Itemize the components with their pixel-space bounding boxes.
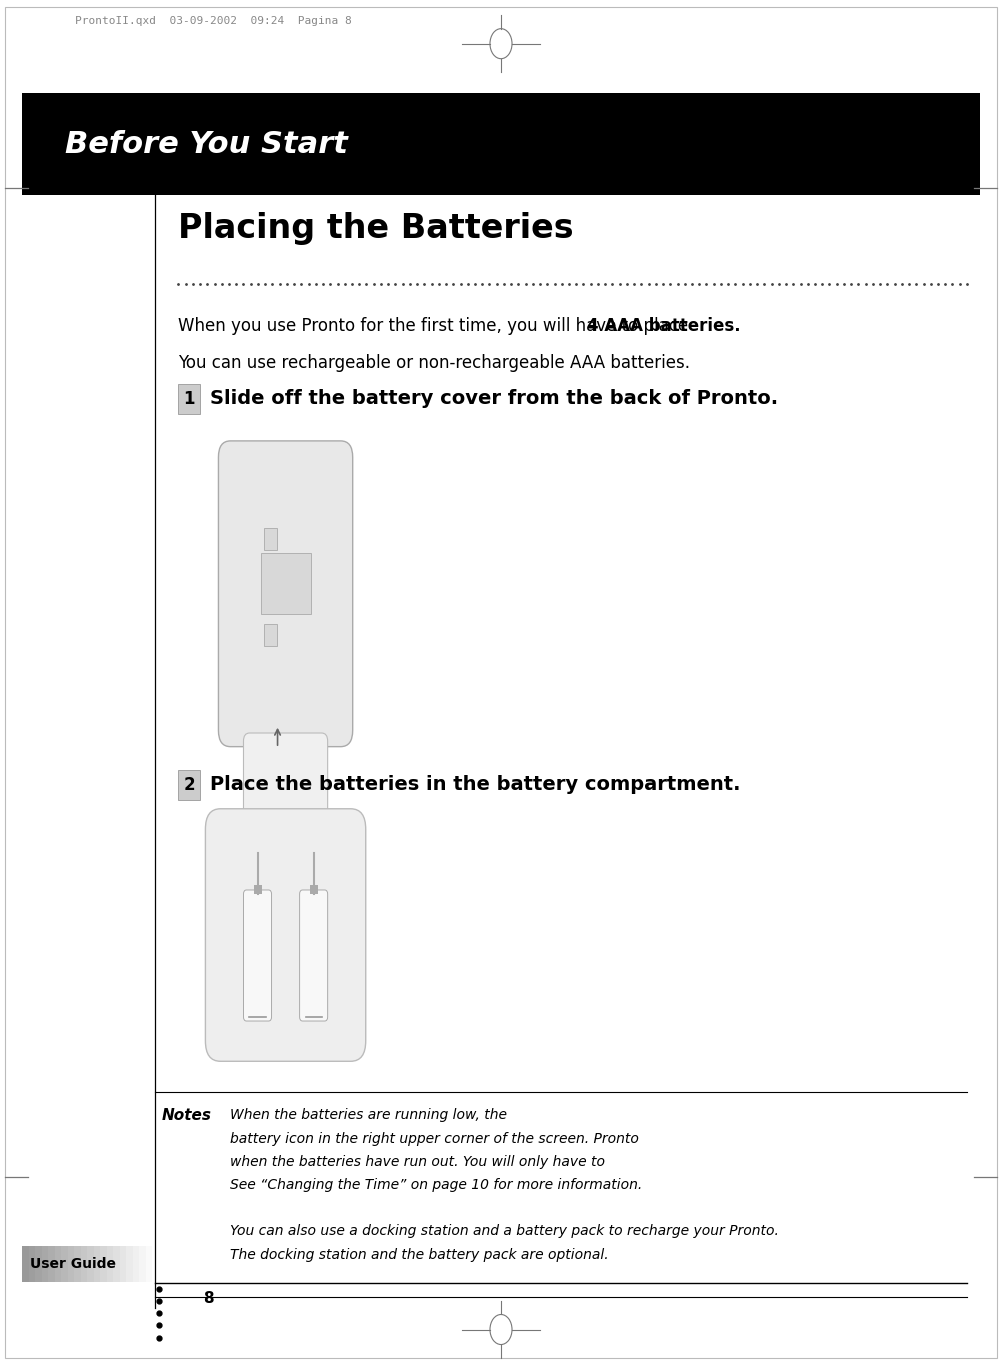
FancyBboxPatch shape — [178, 384, 200, 414]
Text: when the batteries have run out. You will only have to: when the batteries have run out. You wil… — [230, 1155, 610, 1168]
FancyBboxPatch shape — [178, 770, 200, 800]
Bar — [100, 1246, 106, 1282]
Bar — [35, 1246, 41, 1282]
Text: User Guide: User Guide — [30, 1257, 116, 1271]
Bar — [61, 1246, 68, 1282]
Bar — [68, 1246, 74, 1282]
Bar — [54, 1246, 61, 1282]
Text: You can also use a docking station and a battery pack to recharge your Pronto.: You can also use a docking station and a… — [230, 1224, 780, 1238]
Text: 4 AAA batteries.: 4 AAA batteries. — [587, 317, 740, 334]
Text: ProntoII.qxd  03-09-2002  09:24  Pagina 8: ProntoII.qxd 03-09-2002 09:24 Pagina 8 — [75, 16, 352, 26]
Bar — [254, 885, 262, 894]
Bar — [48, 1246, 54, 1282]
FancyBboxPatch shape — [218, 441, 353, 747]
Bar — [264, 624, 277, 646]
Bar — [310, 885, 318, 894]
Bar — [261, 553, 311, 614]
Bar — [74, 1246, 80, 1282]
Text: The docking station and the battery pack are optional.: The docking station and the battery pack… — [230, 1248, 609, 1261]
Bar — [139, 1246, 146, 1282]
FancyBboxPatch shape — [243, 890, 272, 1021]
Bar — [126, 1246, 132, 1282]
Text: You can use rechargeable or non-rechargeable AAA batteries.: You can use rechargeable or non-recharge… — [178, 354, 690, 371]
Bar — [146, 1246, 152, 1282]
Text: Placing the Batteries: Placing the Batteries — [178, 212, 574, 244]
FancyBboxPatch shape — [300, 890, 328, 1021]
Text: When the batteries are running low, the: When the batteries are running low, the — [230, 1108, 512, 1122]
Bar — [93, 1246, 100, 1282]
Bar — [22, 93, 980, 195]
Text: Notes: Notes — [161, 1108, 211, 1123]
Bar — [41, 1246, 48, 1282]
FancyBboxPatch shape — [243, 733, 328, 838]
Bar — [264, 528, 277, 550]
Bar — [87, 1246, 93, 1282]
Bar — [119, 1246, 126, 1282]
Text: 1: 1 — [183, 389, 195, 408]
Bar — [28, 1246, 35, 1282]
Bar — [113, 1246, 119, 1282]
Bar — [132, 1246, 139, 1282]
Text: 8: 8 — [203, 1291, 213, 1306]
FancyBboxPatch shape — [205, 809, 366, 1062]
Text: When you use Pronto for the first time, you will have to place: When you use Pronto for the first time, … — [178, 317, 693, 334]
Bar — [22, 1246, 28, 1282]
Bar — [80, 1246, 87, 1282]
Text: 2: 2 — [183, 775, 195, 794]
Text: Place the batteries in the battery compartment.: Place the batteries in the battery compa… — [210, 775, 740, 794]
Text: battery icon in the right upper corner of the screen. Pronto: battery icon in the right upper corner o… — [230, 1132, 643, 1145]
Text: See “Changing the Time” on page 10 for more information.: See “Changing the Time” on page 10 for m… — [230, 1178, 642, 1192]
Text: Before You Start: Before You Start — [65, 130, 348, 158]
Text: Slide off the battery cover from the back of Pronto.: Slide off the battery cover from the bac… — [210, 389, 779, 408]
Bar — [106, 1246, 113, 1282]
